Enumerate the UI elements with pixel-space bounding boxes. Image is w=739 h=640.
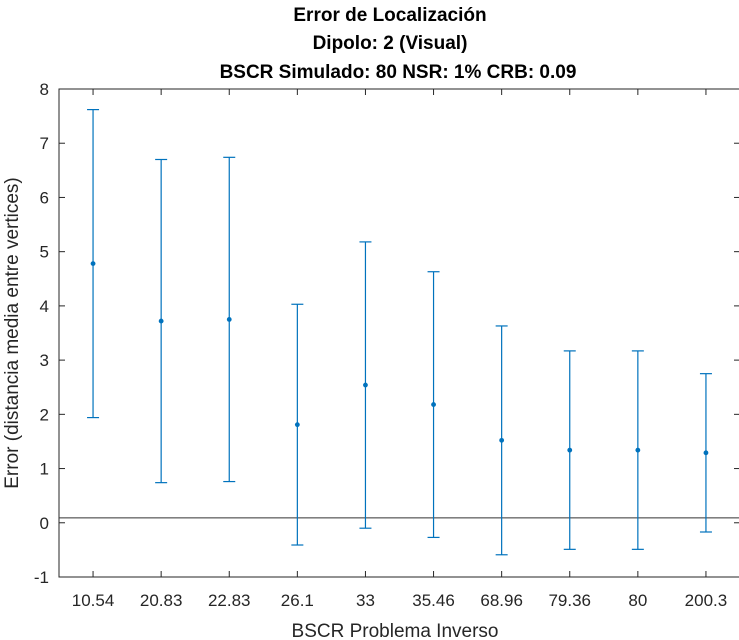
chart-title-line-1: Error de Localización [293,5,486,26]
y-tick-label: 3 [40,351,49,370]
y-tick-label: 5 [40,243,49,262]
errorbar-mean-point [294,422,300,428]
y-axis-label: Error (distancia media entre vertices) [2,177,23,489]
errorbar-mean-point [363,382,368,388]
chart-title-line-2: Dipolo: 2 (Visual) [313,33,468,54]
errorbar-mean-point [90,261,96,266]
errorbar-8 [563,350,576,550]
errorbar-mean-point [226,317,232,322]
y-tick-label: 7 [40,134,49,153]
errorbar-3 [223,156,236,483]
x-tick-label: 79.36 [548,591,591,610]
x-axis: 10.54 20.83 22.83 26.1 33 35.46 68.96 79.36 80 20… [72,89,727,610]
errorbar-2 [155,158,168,484]
y-tick-label: 4 [40,297,49,316]
y-tick-label: 2 [40,405,49,424]
y-axis: -1 0 1 2 3 4 5 6 7 8 [34,80,739,587]
errorbar-5 [359,241,372,529]
errorbar-series [87,109,712,556]
chart-title-line-3: BSCR Simulado: 80 NSR: 1% CRB: 0.09 [220,62,577,83]
x-tick-label: 20.83 [140,591,183,610]
y-tick-label: -1 [34,568,49,587]
y-tick-label: 8 [40,80,49,99]
x-tick-label: 10.54 [72,591,115,610]
errorbar-1 [87,109,100,419]
y-tick-label: 6 [40,188,49,207]
x-tick-label: 22.83 [208,591,251,610]
x-tick-label: 35.46 [412,591,455,610]
errorbar-9 [631,350,644,550]
y-tick-label: 0 [40,514,49,533]
plot-area-frame [58,88,739,578]
x-axis-label: BSCR Problema Inverso [292,621,499,640]
errorbar-mean-point [499,437,505,443]
errorbar-mean-point [431,402,436,407]
y-tick-label: 1 [40,460,49,479]
x-tick-label: 80 [628,591,647,610]
errorbar-mean-point [635,447,641,453]
errorbar-10 [699,373,712,533]
x-tick-label: 68.96 [480,591,523,610]
errorbar-4 [291,303,304,546]
x-tick-label: 200.3 [685,591,728,610]
errorbar-7 [495,325,508,556]
errorbar-mean-point [703,450,709,456]
errorbar-6 [427,271,440,539]
errorbar-mean-point [158,318,164,324]
errorbar-mean-point [567,447,573,453]
x-tick-label: 33 [356,591,375,610]
x-tick-label: 26.1 [281,591,314,610]
